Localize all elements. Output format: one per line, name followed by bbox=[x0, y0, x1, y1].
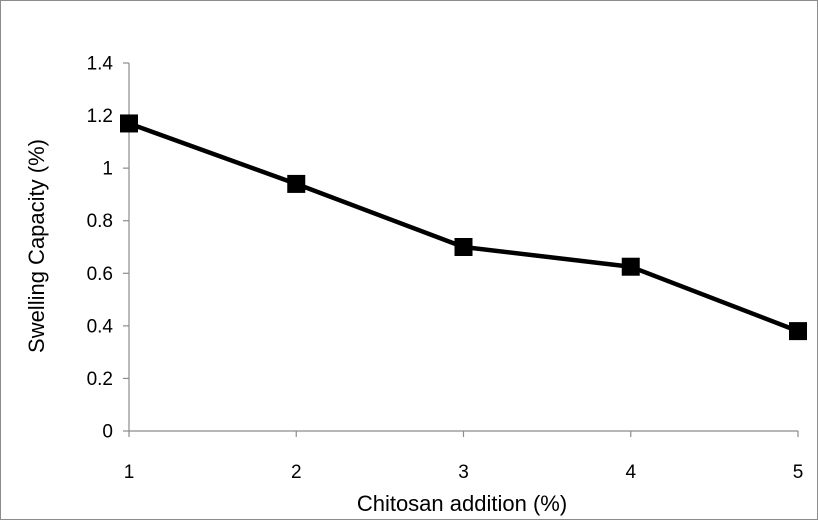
y-tick-label: 1.2 bbox=[87, 106, 113, 127]
data-point-marker bbox=[454, 238, 473, 256]
y-tick-label: 0 bbox=[102, 422, 113, 443]
y-tick-label: 0.2 bbox=[87, 369, 113, 390]
y-tick-label: 0.8 bbox=[87, 211, 113, 232]
data-point-marker bbox=[621, 257, 640, 276]
y-tick-label: 0.6 bbox=[87, 264, 113, 285]
y-tick-label: 1 bbox=[102, 159, 113, 180]
x-axis-title: Chitosan addition (%) bbox=[357, 491, 567, 516]
data-point-marker bbox=[789, 322, 807, 341]
y-axis: 0 0.2 0.4 0.6 0.8 1 1.2 1.4 bbox=[87, 54, 130, 443]
y-axis-title: Swelling Capacity (%) bbox=[24, 139, 49, 353]
x-tick-label: 2 bbox=[291, 462, 302, 483]
x-tick-label: 4 bbox=[625, 462, 636, 483]
data-point-marker bbox=[287, 174, 306, 193]
x-axis: 1 2 3 4 5 bbox=[124, 430, 804, 483]
data-point-marker bbox=[120, 114, 138, 133]
y-tick-label: 0.4 bbox=[87, 316, 114, 337]
x-tick-label: 1 bbox=[124, 462, 135, 483]
x-tick-label: 5 bbox=[793, 462, 804, 483]
series-layer bbox=[120, 114, 807, 341]
x-tick-label: 3 bbox=[458, 462, 469, 483]
y-tick-label: 1.4 bbox=[87, 54, 114, 75]
series-line bbox=[126, 121, 801, 334]
